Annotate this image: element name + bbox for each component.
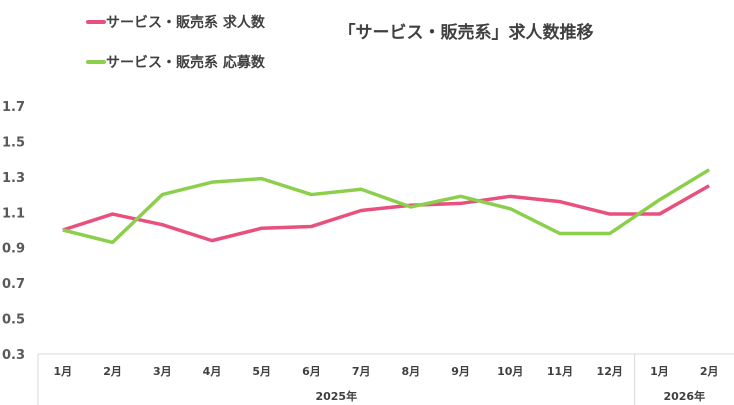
y-tick-label: 0.7	[2, 277, 25, 292]
x-tick-label: 12月	[597, 365, 623, 378]
y-tick-label: 0.5	[2, 313, 25, 328]
series-line-0	[62, 184, 711, 243]
x-tick-label: 9月	[451, 365, 470, 378]
y-tick-label: 0.9	[2, 242, 25, 257]
x-tick-label: 8月	[402, 365, 421, 378]
x-tick-label: 10月	[497, 365, 523, 378]
x-tick-label: 1月	[650, 365, 669, 378]
y-tick-label: 1.7	[2, 100, 25, 115]
x-tick-label: 7月	[352, 365, 371, 378]
x-tick-label: 3月	[153, 365, 172, 378]
x-tick-label: 4月	[203, 365, 222, 378]
y-tick-label: 1.5	[2, 135, 25, 150]
legend-label: サービス・販売系 応募数	[106, 54, 266, 71]
y-tick-label: 1.3	[2, 171, 25, 186]
y-tick-label: 1.1	[2, 206, 25, 221]
legend-label: サービス・販売系 求人数	[106, 14, 266, 31]
y-tick-label: 0.3	[2, 348, 25, 363]
x-tick-label: 6月	[302, 365, 321, 378]
series-lines	[62, 168, 711, 245]
x-axis: 1月 2月 3月 4月 5月 6月 7月 8月 9月 10月 11月 12月 1月 2月 2025年 2026…	[37, 353, 734, 405]
chart-title: 「サービス・販売系」求人数推移	[339, 22, 594, 43]
y-axis: 0.3 0.5 0.7 0.9 1.1 1.3 1.5 1.7	[2, 100, 25, 363]
series-line-1	[62, 168, 711, 245]
x-group-label: 2025年	[315, 389, 357, 403]
x-tick-label: 1月	[54, 365, 73, 378]
x-tick-label: 2月	[103, 365, 122, 378]
x-tick-label: 2月	[700, 365, 719, 378]
x-group-label: 2026年	[663, 389, 705, 403]
x-tick-label: 11月	[547, 365, 573, 378]
x-tick-label: 5月	[252, 365, 271, 378]
